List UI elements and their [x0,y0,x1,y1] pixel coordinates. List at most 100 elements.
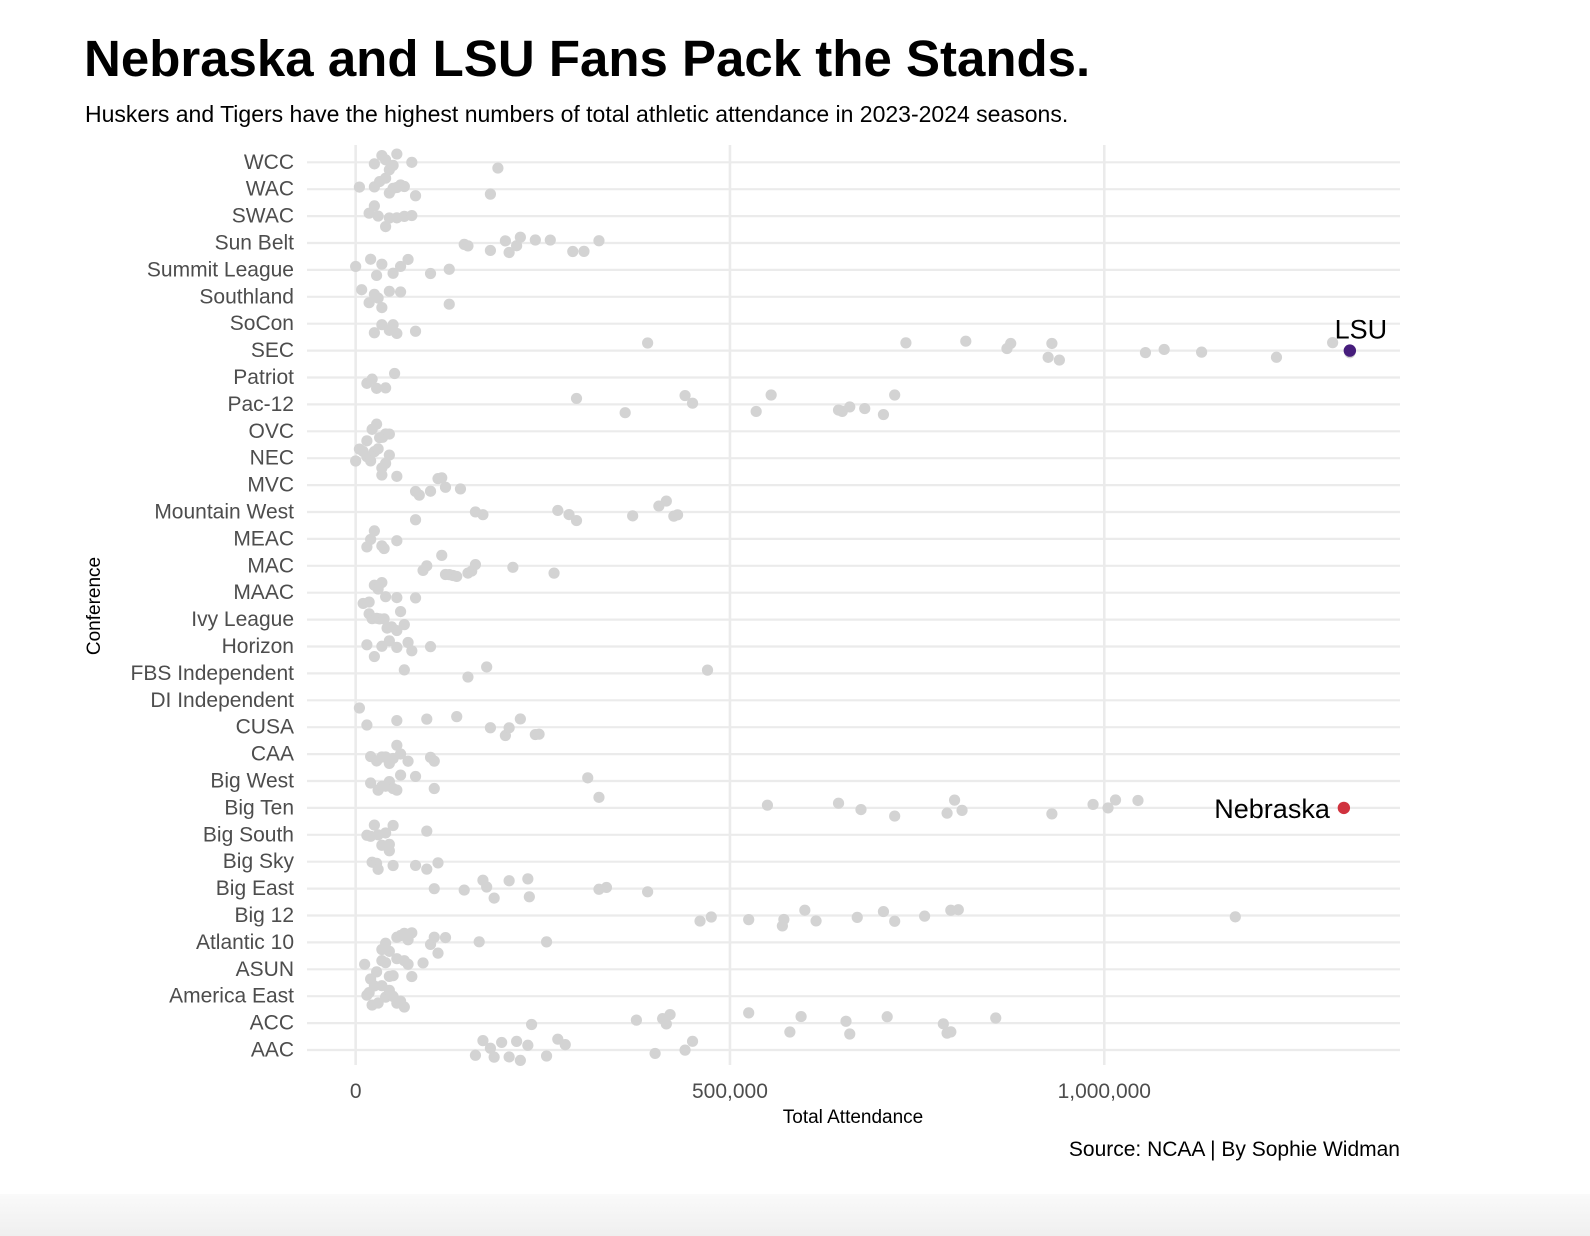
point-cusa-0 [361,719,373,731]
point-wcc-5 [391,148,403,160]
point-aac-6 [511,1035,523,1047]
point-atlantic-10-9 [428,931,440,943]
y-tick-label-di-independent: DI Independent [150,689,294,712]
point-pac-12-10 [877,408,890,421]
point-horizon-6 [406,645,418,657]
point-southland-5 [383,285,395,297]
data-points [350,148,1356,1067]
point-big-12-2 [743,914,755,926]
point-cusa-9 [533,728,545,740]
point-nec-4 [365,455,377,467]
y-tick-label-atlantic-10: Atlantic 10 [196,931,294,954]
point-pac-12-4 [750,405,762,418]
point-socon-5 [409,325,422,337]
point-sec-10 [1196,346,1208,358]
point-caa-7 [394,748,407,760]
y-tick-label-ovc: OVC [248,420,294,443]
y-tick-label-big-south: Big South [203,823,294,846]
highlight-points: LSU Nebraska [1214,315,1387,824]
point-asun-6 [387,970,399,982]
point-patriot-3 [380,382,392,394]
point-acc-4 [664,1008,676,1021]
point-wac-10 [484,188,497,200]
point-mac-6 [451,570,463,583]
point-wcc-6 [406,156,418,168]
point-wac-3 [380,172,392,184]
point-ivy-league-4 [378,613,390,625]
point-pac-12-0 [570,392,583,405]
point-big-ten-9 [1087,798,1099,811]
y-tick-label-big-ten: Big Ten [224,796,294,819]
point-pac-12-9 [859,402,871,415]
point-big-east-6 [522,873,534,885]
point-summit-league-6 [402,253,414,266]
point-big-ten-6 [948,794,961,806]
point-southland-3 [372,292,384,304]
point-mac-1 [421,560,433,572]
point-ovc-6 [383,428,395,440]
point-swac-1 [368,200,380,212]
point-aac-11 [559,1039,571,1051]
point-summit-league-2 [371,269,383,282]
point-asun-10 [406,970,418,983]
point-big-ten-4 [889,810,901,822]
point-sun-belt-2 [484,244,497,257]
point-big-12-8 [877,905,890,918]
point-big-ten-0 [593,791,605,803]
point-horizon-7 [424,641,437,653]
point-aac-3 [488,1051,500,1063]
point-big-east-3 [481,881,493,893]
point-acc-10 [881,1011,893,1023]
point-summit-league-0 [350,260,362,273]
point-maac-4 [376,576,388,589]
point-big-west-6 [391,784,403,796]
point-sun-belt-6 [514,231,526,243]
point-sec-12 [1327,337,1339,349]
point-big-sky-7 [432,857,444,869]
point-big-west-0 [365,777,377,789]
point-america-east-11 [398,1001,410,1013]
point-ovc-0 [361,435,373,447]
point-big-south-2 [368,819,380,831]
point-caa-6 [391,739,403,751]
y-tick-labels: AAC ACC America East ASUN Atlantic 10 Big 12 B… [131,151,295,1062]
chart-subtitle: Huskers and Tigers have the highest numb… [85,101,1069,127]
point-sun-belt-11 [593,235,605,247]
point-sec-1 [900,337,912,349]
point-wac-9 [409,190,422,202]
point-wac-0 [353,181,366,193]
point-acc-13 [945,1026,957,1038]
y-tick-label-wcc: WCC [244,151,294,174]
point-aac-2 [484,1042,497,1054]
point-summit-league-8 [443,263,455,275]
y-tick-label-sun-belt: Sun Belt [215,232,295,255]
point-mvc-6 [436,472,448,484]
point-big-south-7 [387,819,399,832]
point-aac-1 [477,1035,489,1047]
y-tick-label-big-sky: Big Sky [223,850,295,873]
point-aac-9 [540,1050,553,1062]
point-big-ten-2 [832,797,845,809]
y-tick-label-meac: MEAC [233,527,294,550]
point-mvc-4 [424,485,437,497]
point-mountain-west-5 [570,514,583,527]
point-mountain-west-10 [671,509,684,521]
point-big-12-9 [889,915,901,927]
point-atlantic-10-7 [406,927,418,939]
point-acc-0 [525,1018,538,1031]
point-meac-1 [365,533,377,546]
point-mac-11 [548,567,560,579]
point-mountain-west-0 [409,514,422,526]
point-acc-1 [630,1014,642,1026]
point-acc-8 [840,1015,852,1027]
point-pac-12-2 [679,389,691,402]
point-sec-4 [1005,337,1017,350]
point-mac-2 [436,549,448,561]
point-sun-belt-5 [511,240,523,252]
point-big-south-5 [380,827,392,839]
point-cusa-7 [514,713,526,725]
point-big-12-1 [705,911,717,923]
point-big-west-8 [409,770,422,783]
y-tick-label-big-east: Big East [216,877,294,900]
